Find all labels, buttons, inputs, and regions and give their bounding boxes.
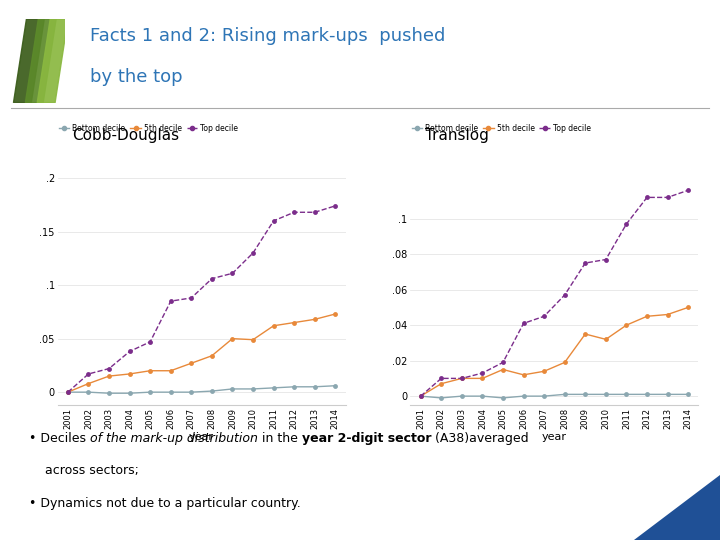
Polygon shape (37, 19, 68, 103)
Text: Cobb-Douglas: Cobb-Douglas (72, 128, 179, 143)
Text: Translog: Translog (425, 128, 489, 143)
Text: across sectors;: across sectors; (29, 464, 139, 477)
Text: of the mark-up distribution: of the mark-up distribution (90, 432, 258, 445)
Legend: Bottom decile, 5th decile, Top decile: Bottom decile, 5th decile, Top decile (55, 120, 241, 136)
Text: by the top: by the top (90, 68, 183, 85)
Polygon shape (25, 19, 56, 103)
Text: • Dynamics not due to a particular country.: • Dynamics not due to a particular count… (29, 497, 300, 510)
Legend: Bottom decile, 5th decile, Top decile: Bottom decile, 5th decile, Top decile (408, 120, 594, 136)
Polygon shape (634, 475, 720, 540)
Text: year 2-digit sector: year 2-digit sector (302, 432, 431, 445)
Text: Facts 1 and 2: Rising mark-ups  pushed: Facts 1 and 2: Rising mark-ups pushed (90, 27, 446, 45)
Text: • Deciles: • Deciles (29, 432, 90, 445)
Text: (A38)averaged: (A38)averaged (431, 432, 528, 445)
Polygon shape (14, 19, 44, 103)
X-axis label: year: year (189, 431, 214, 442)
X-axis label: year: year (542, 431, 567, 442)
Text: in the: in the (258, 432, 302, 445)
